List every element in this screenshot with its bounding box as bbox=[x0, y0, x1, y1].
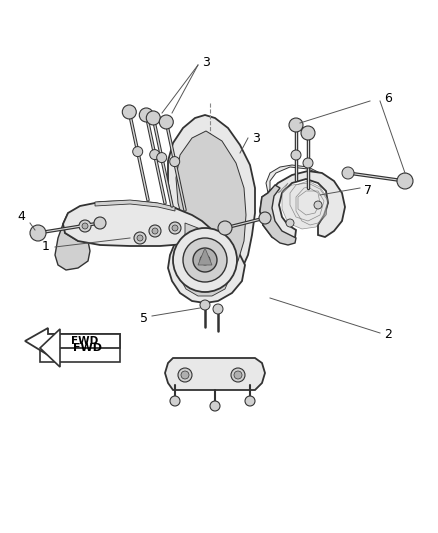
Circle shape bbox=[79, 220, 91, 232]
Circle shape bbox=[139, 108, 153, 122]
Polygon shape bbox=[55, 213, 90, 270]
Text: FWD: FWD bbox=[74, 343, 102, 353]
Text: 3: 3 bbox=[202, 56, 210, 69]
Polygon shape bbox=[165, 358, 265, 390]
Circle shape bbox=[169, 222, 181, 234]
Circle shape bbox=[152, 228, 158, 234]
Polygon shape bbox=[278, 181, 328, 229]
Circle shape bbox=[181, 371, 189, 379]
Circle shape bbox=[137, 235, 143, 241]
Text: 5: 5 bbox=[140, 311, 148, 325]
Polygon shape bbox=[168, 115, 255, 290]
FancyBboxPatch shape bbox=[40, 334, 120, 362]
Circle shape bbox=[200, 255, 210, 265]
Text: 3: 3 bbox=[252, 132, 260, 144]
Circle shape bbox=[213, 304, 223, 314]
Circle shape bbox=[150, 150, 160, 159]
Circle shape bbox=[173, 228, 237, 292]
Circle shape bbox=[157, 152, 167, 163]
Circle shape bbox=[170, 157, 180, 167]
Circle shape bbox=[122, 105, 136, 119]
Circle shape bbox=[134, 232, 146, 244]
Text: FWD: FWD bbox=[71, 336, 99, 346]
Circle shape bbox=[210, 401, 220, 411]
Circle shape bbox=[94, 217, 106, 229]
Circle shape bbox=[289, 118, 303, 132]
Circle shape bbox=[146, 111, 160, 125]
Polygon shape bbox=[198, 248, 212, 265]
Text: 2: 2 bbox=[384, 328, 392, 342]
Circle shape bbox=[172, 225, 178, 231]
Polygon shape bbox=[25, 328, 120, 355]
Polygon shape bbox=[40, 329, 60, 367]
Polygon shape bbox=[260, 185, 296, 245]
Circle shape bbox=[170, 396, 180, 406]
Circle shape bbox=[183, 238, 227, 282]
Polygon shape bbox=[63, 201, 210, 246]
Circle shape bbox=[133, 147, 143, 157]
Circle shape bbox=[178, 368, 192, 382]
Circle shape bbox=[259, 212, 271, 224]
Polygon shape bbox=[266, 165, 334, 193]
Circle shape bbox=[245, 396, 255, 406]
Circle shape bbox=[397, 173, 413, 189]
Polygon shape bbox=[260, 171, 345, 243]
Circle shape bbox=[149, 225, 161, 237]
Circle shape bbox=[82, 223, 88, 229]
Circle shape bbox=[303, 158, 313, 168]
Circle shape bbox=[159, 115, 173, 129]
Circle shape bbox=[301, 126, 315, 140]
Polygon shape bbox=[176, 131, 246, 285]
Circle shape bbox=[200, 300, 210, 310]
Circle shape bbox=[193, 248, 217, 272]
Text: 7: 7 bbox=[364, 183, 372, 197]
Polygon shape bbox=[168, 208, 245, 303]
Circle shape bbox=[231, 368, 245, 382]
Circle shape bbox=[218, 221, 232, 235]
Text: 4: 4 bbox=[17, 211, 25, 223]
Circle shape bbox=[314, 201, 322, 209]
Circle shape bbox=[286, 219, 294, 227]
Circle shape bbox=[291, 150, 301, 160]
Circle shape bbox=[30, 225, 46, 241]
Polygon shape bbox=[95, 200, 175, 211]
Text: 6: 6 bbox=[384, 92, 392, 104]
Circle shape bbox=[234, 371, 242, 379]
Circle shape bbox=[342, 167, 354, 179]
Text: 1: 1 bbox=[42, 240, 50, 254]
Polygon shape bbox=[178, 223, 232, 296]
